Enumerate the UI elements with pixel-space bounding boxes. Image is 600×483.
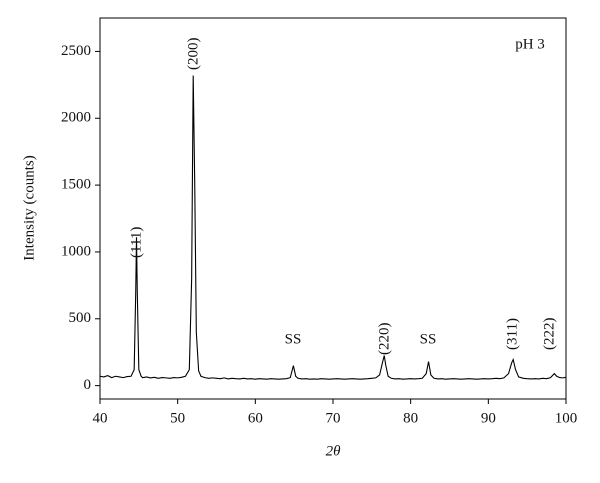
data-line [99, 75, 567, 380]
y-tick-label: 0 [84, 377, 92, 393]
y-tick-label: 2500 [61, 43, 91, 59]
annotation: pH 3 [515, 36, 545, 52]
x-tick-label: 50 [170, 410, 185, 426]
annotation: (220) [376, 323, 392, 356]
annotation: (222) [541, 318, 557, 351]
annotation: SS [420, 331, 437, 347]
x-tick-label: 100 [555, 410, 578, 426]
y-tick-label: 1500 [61, 177, 91, 193]
y-tick-label: 2000 [61, 110, 91, 126]
x-tick-label: 90 [481, 410, 496, 426]
x-tick-label: 40 [93, 410, 108, 426]
x-tick-label: 70 [326, 410, 341, 426]
x-tick-label: 60 [248, 410, 263, 426]
x-tick-label: 80 [403, 410, 418, 426]
annotation: SS [285, 331, 302, 347]
annotation: (111) [128, 227, 144, 258]
annotation: (200) [185, 38, 201, 71]
annotation: (311) [504, 318, 520, 350]
y-tick-label: 1000 [61, 243, 91, 259]
plot-frame [99, 17, 567, 400]
x-axis-label: 2θ [326, 443, 342, 459]
y-tick-label: 500 [69, 310, 92, 326]
y-axis-label: Intensity (counts) [21, 155, 37, 260]
